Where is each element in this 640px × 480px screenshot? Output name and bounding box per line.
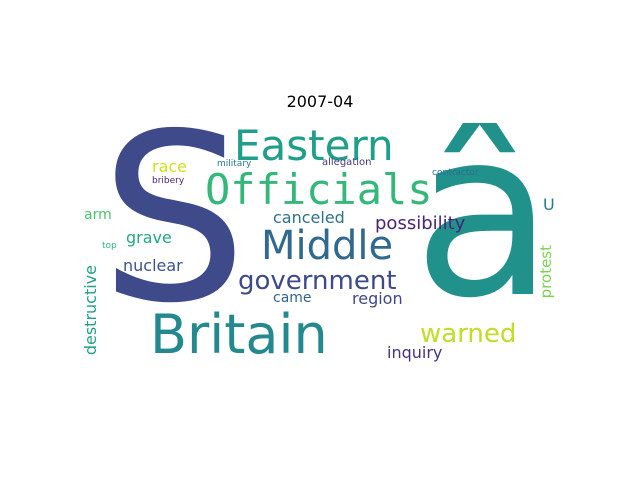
word-warned: warned xyxy=(420,319,517,349)
word-officials: Officials xyxy=(205,165,433,214)
word-inquiry: destructive xyxy=(81,265,100,356)
word-arm: arm xyxy=(84,207,112,223)
word-cloud: S â Eastern Officials Middle government … xyxy=(80,123,560,363)
word-race: race xyxy=(152,157,188,176)
word-s: S xyxy=(100,123,248,354)
word-nuclear: nuclear xyxy=(123,256,183,275)
chart-title: 2007-04 xyxy=(286,92,354,111)
word-allegation: allegation xyxy=(322,157,372,168)
word-britain: Britain xyxy=(150,303,328,363)
word-eastern: Eastern xyxy=(234,123,394,170)
word-middle: Middle xyxy=(261,223,394,269)
word-government: government xyxy=(238,266,397,296)
word-canceled: canceled xyxy=(273,208,345,227)
word-came: came xyxy=(273,290,312,306)
word-region: region xyxy=(352,289,403,308)
word-protest: protest xyxy=(537,245,555,299)
word-top: top xyxy=(102,241,117,251)
word-bribery: bribery xyxy=(152,176,185,186)
word-possibility: possibility xyxy=(375,213,466,234)
word-u: U xyxy=(543,195,555,214)
word-grave: grave xyxy=(126,228,172,247)
word-a-circumflex: â xyxy=(413,123,554,349)
word-contractor: contractor xyxy=(432,168,479,178)
word-military: military xyxy=(217,159,252,169)
word-destructive: inquiry xyxy=(387,343,443,362)
